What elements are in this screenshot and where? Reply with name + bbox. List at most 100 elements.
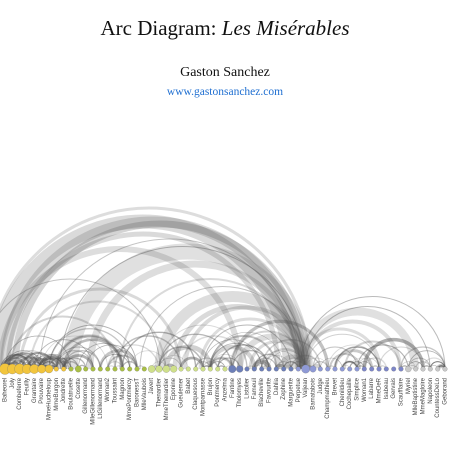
- node-label: Myriel: [406, 378, 412, 394]
- node-label: Toussaint: [113, 378, 119, 404]
- arc-151: [210, 354, 240, 370]
- node-Cosette: [74, 365, 82, 373]
- arc-13: [299, 296, 446, 370]
- node-label: Brevet: [333, 378, 339, 396]
- node-label: Isabeau: [384, 378, 390, 399]
- node-label: MmeThenardier: [164, 378, 170, 420]
- arc-185: [362, 337, 425, 370]
- arc-48: [202, 339, 262, 370]
- node-label: Prouvaire: [39, 377, 45, 403]
- node-BaronessT: [134, 366, 140, 372]
- node-label: Fameuil: [252, 378, 258, 399]
- node-label: Claquesous: [193, 378, 199, 410]
- arc-24: [119, 278, 301, 370]
- arc-220: [0, 353, 31, 370]
- node-label: MmeDeR: [377, 377, 383, 403]
- arc-14: [304, 306, 431, 370]
- arc-28: [264, 348, 306, 370]
- node-Montparnasse: [200, 366, 206, 372]
- node-Gillenormand: [83, 366, 89, 372]
- arc-6: [62, 243, 313, 370]
- page-title: Arc Diagram: Les Misérables: [0, 16, 450, 41]
- node-MmeDeR: [376, 366, 382, 372]
- node-label: Combeferre: [17, 377, 23, 409]
- arc-104: [77, 342, 131, 370]
- arc-46: [99, 353, 131, 370]
- arc-158: [305, 333, 380, 370]
- node-Woman1: [361, 366, 367, 372]
- node-label: Bamatabois: [311, 378, 317, 410]
- arc-214: [38, 356, 64, 370]
- node-label: Tholomyes: [237, 378, 243, 407]
- node-label: Perpetue: [296, 377, 302, 402]
- arc-12: [237, 333, 308, 370]
- arc-127: [158, 346, 204, 370]
- node-label: Boulatruelle: [69, 377, 75, 409]
- arc-112: [422, 357, 446, 370]
- arc-124: [378, 346, 424, 370]
- node-label: Brujon: [208, 378, 214, 395]
- node-Zephine: [281, 366, 287, 372]
- node-label: Grantaire: [32, 377, 38, 403]
- arc-165: [48, 324, 138, 370]
- node-Javert: [147, 365, 156, 373]
- node-Napoleon: [427, 366, 433, 372]
- node-Thenardier: [155, 365, 163, 373]
- arc-26: [229, 330, 306, 370]
- arc-156: [217, 357, 241, 370]
- node-label: Feuilly: [25, 378, 31, 395]
- arc-9: [172, 304, 303, 370]
- node-label: MmeMagloire: [421, 377, 427, 414]
- arc-36: [55, 346, 101, 370]
- arc-106: [4, 335, 72, 370]
- node-label: Cochepaille: [347, 377, 353, 409]
- node-Toussaint: [112, 366, 118, 372]
- arc-58: [195, 357, 219, 370]
- arc-223: [5, 353, 37, 370]
- node-label: MmeHucheloup: [47, 377, 53, 420]
- arc-7: [86, 260, 304, 370]
- arc-33: [33, 339, 94, 370]
- arc-198: [290, 354, 321, 370]
- arc-146: [253, 357, 277, 370]
- node-label: Gueulemer: [179, 378, 185, 408]
- arc-17: [298, 327, 382, 370]
- node-label: CountessDeLo: [435, 377, 441, 417]
- arc-95: [209, 342, 263, 370]
- node-label: LtGillenormand: [98, 378, 104, 419]
- node-Dahlia: [273, 366, 279, 372]
- website-link[interactable]: www.gastonsanchez.com: [166, 86, 284, 98]
- node-Eponine: [170, 365, 178, 373]
- node-Cochepaille: [347, 366, 353, 372]
- arc-110: [98, 349, 139, 370]
- arc-0: [0, 214, 297, 370]
- arc-169: [363, 357, 388, 370]
- node-MlleVaubois: [141, 366, 147, 372]
- node-Fantine: [228, 365, 237, 374]
- arc-118: [253, 353, 285, 370]
- arc-143: [261, 350, 299, 370]
- node-label: Montparnasse: [201, 377, 207, 416]
- node-label: Gervais: [391, 378, 397, 399]
- arc-232: [38, 354, 68, 370]
- node-Fameuil: [251, 366, 257, 372]
- arc-180: [63, 350, 101, 370]
- arc-136: [179, 356, 205, 370]
- arc-67: [107, 354, 138, 370]
- arc-16: [303, 319, 402, 370]
- node-label: Dahlia: [274, 377, 280, 395]
- node-Scaufflaire: [398, 366, 404, 372]
- arc-27: [248, 340, 307, 370]
- node-Pontmercy: [215, 366, 221, 372]
- node-label: Anzelma: [223, 377, 229, 401]
- node-MmeHucheloup: [44, 364, 54, 374]
- arc-4: [5, 231, 281, 370]
- arc-149: [210, 332, 284, 370]
- node-label: Blacheville: [259, 377, 265, 406]
- node-Anzelma: [222, 366, 228, 372]
- arc-74: [400, 346, 446, 370]
- node-Woman2: [105, 366, 111, 372]
- node-Gervais: [391, 366, 397, 372]
- node-label: Pontmercy: [215, 378, 221, 407]
